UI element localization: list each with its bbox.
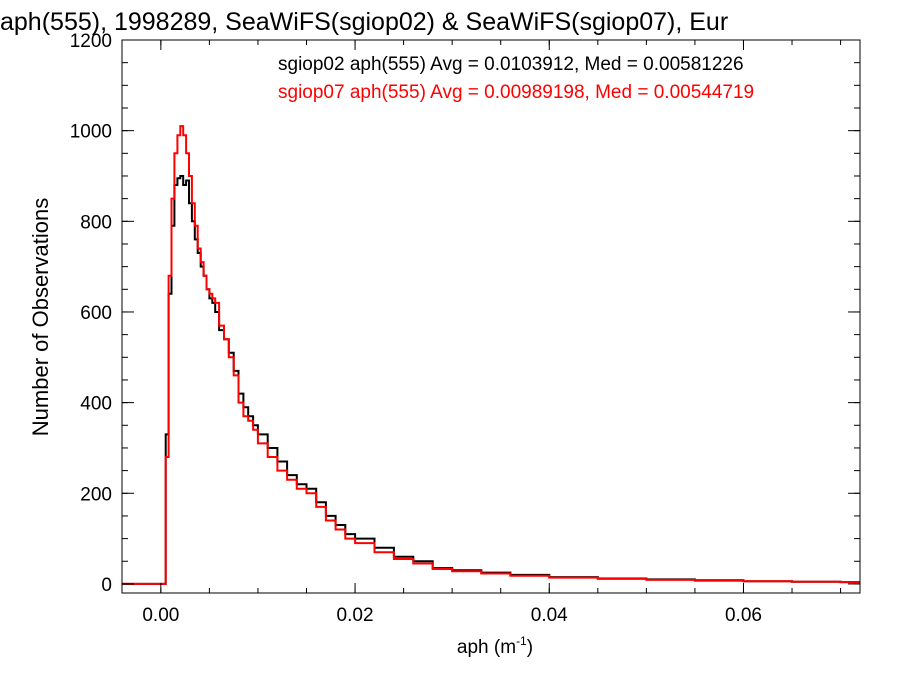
y-tick-label: 800 <box>80 212 112 233</box>
y-axis-label: Number of Observations <box>28 198 53 436</box>
series-line-0 <box>122 175 860 585</box>
series-layer <box>122 125 860 585</box>
series-line-1 <box>122 125 860 585</box>
plot-frame <box>121 39 861 594</box>
legend-entry-sgiop02: sgiop02 aph(555) Avg = 0.0103912, Med = … <box>278 54 744 75</box>
tick-layer: 0.00 0.02 0.04 0.06 0 200 400 600 800 1000 1200 <box>70 31 860 626</box>
plot-area: 0.00 0.02 0.04 0.06 0 200 400 600 800 1000 1200 <box>70 31 861 626</box>
x-tick-label: 0.00 <box>142 605 179 626</box>
y-tick-label: 200 <box>80 484 112 505</box>
x-axis-label-main: aph (m <box>457 637 516 658</box>
x-axis-label-superscript: -1 <box>516 634 527 648</box>
y-tick-label: 600 <box>80 303 112 324</box>
legend-entry-sgiop07: sgiop07 aph(555) Avg = 0.00989198, Med =… <box>278 82 754 103</box>
x-tick-label: 0.02 <box>337 605 374 626</box>
y-tick-label: 1000 <box>70 122 112 143</box>
y-tick-label: 1200 <box>70 31 112 52</box>
y-tick-label: 0 <box>101 575 112 596</box>
x-axis-label-close: ) <box>527 637 533 658</box>
x-tick-label: 0.06 <box>725 605 762 626</box>
x-tick-label: 0.04 <box>531 605 568 626</box>
chart-title: aph(555), 1998289, SeaWiFS(sgiop02) & Se… <box>0 8 728 36</box>
legend: sgiop02 aph(555) Avg = 0.0103912, Med = … <box>278 54 754 103</box>
x-axis-label: aph (m-1) <box>457 634 533 658</box>
y-tick-label: 400 <box>80 394 112 415</box>
